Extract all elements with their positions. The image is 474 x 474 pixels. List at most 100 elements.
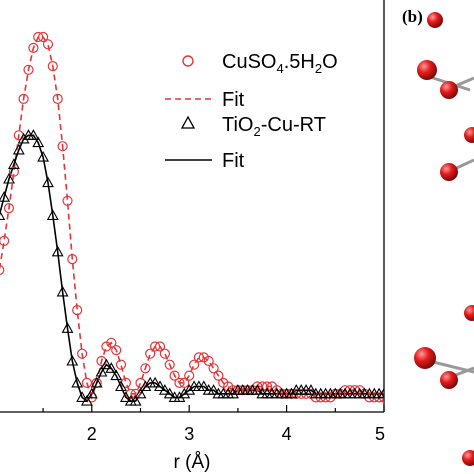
data-point-cuso4	[37, 31, 49, 43]
data-point-tio2	[251, 384, 264, 395]
data-point-tio2	[0, 210, 6, 220]
plot-frame	[0, 0, 385, 413]
data-point-cuso4	[189, 359, 200, 370]
x-tick-label: 4	[282, 424, 292, 444]
legend-marker-circle	[182, 55, 194, 67]
legend-entry-tio2: TiO2-Cu-RT	[180, 114, 326, 139]
legend-label-fit-black: Fit	[222, 150, 245, 172]
legend-entry-fit-red: Fit	[165, 89, 245, 111]
data-point-cuso4	[145, 348, 156, 359]
x-tick-label: 5	[375, 424, 385, 444]
data-point-tio2	[3, 172, 15, 184]
data-point-tio2	[173, 391, 186, 402]
oxygen-atom	[464, 127, 474, 143]
legend-label-tio2: TiO2-Cu-RT	[222, 114, 326, 139]
oxygen-atom	[462, 450, 474, 466]
legend-entry-cuso4: CuSO4.5H2O	[182, 51, 338, 76]
data-point-tio2	[0, 191, 11, 202]
data-point-cuso4	[0, 235, 10, 246]
data-point-tio2	[378, 387, 384, 399]
data-point-tio2	[119, 391, 132, 402]
x-tick-label: 2	[87, 424, 97, 444]
data-point-cuso4	[18, 93, 29, 105]
data-point-tio2	[7, 158, 20, 169]
data-point-tio2	[46, 209, 59, 220]
data-point-tio2	[85, 387, 98, 399]
legend-marker-triangle	[180, 115, 196, 129]
data-point-tio2	[158, 384, 171, 395]
data-point-cuso4	[76, 348, 88, 359]
legend-label-cuso4: CuSO4.5H2O	[222, 51, 338, 76]
oxygen-atom	[427, 12, 443, 28]
data-point-cuso4	[169, 370, 180, 381]
data-point-cuso4	[154, 341, 166, 352]
data-point-tio2	[37, 150, 50, 162]
data-point-tio2	[207, 384, 220, 395]
legend-entry-fit-black: Fit	[165, 150, 245, 172]
data-point-cuso4	[72, 305, 83, 316]
data-point-tio2	[149, 376, 162, 388]
legend: CuSO4.5H2O Fit TiO2-Cu-RT Fit	[165, 51, 338, 172]
data-point-cuso4	[81, 377, 93, 388]
data-point-cuso4	[0, 264, 5, 276]
data-point-tio2	[17, 132, 30, 144]
data-point-tio2	[76, 391, 89, 402]
data-point-tio2	[197, 380, 210, 392]
data-point-tio2	[80, 394, 93, 406]
data-point-tio2	[105, 362, 118, 373]
data-point-cuso4	[135, 377, 146, 388]
data-point-cuso4	[3, 203, 15, 214]
data-point-cuso4	[62, 195, 73, 206]
legend-label-fit-red: Fit	[222, 89, 245, 111]
data-point-cuso4	[193, 352, 204, 363]
data-point-cuso4	[203, 355, 214, 367]
data-point-cuso4	[42, 39, 54, 50]
data-point-tio2	[115, 380, 127, 392]
data-point-tio2	[129, 394, 142, 406]
data-point-tio2	[12, 143, 25, 155]
data-point-tio2	[32, 136, 45, 148]
data-point-tio2	[95, 365, 108, 377]
data-point-cuso4	[33, 31, 44, 43]
data-point-tio2	[90, 376, 103, 388]
series-layer	[0, 31, 384, 406]
data-point-cuso4	[120, 377, 132, 388]
data-point-tio2	[154, 380, 166, 392]
data-point-tio2	[227, 387, 239, 399]
data-point-cuso4	[106, 337, 117, 348]
data-point-cuso4	[174, 377, 185, 388]
oxygen-atom	[440, 163, 458, 181]
data-point-tio2	[71, 376, 84, 388]
data-point-cuso4	[159, 348, 170, 359]
data-point-tio2	[61, 322, 74, 333]
data-point-cuso4	[213, 370, 224, 381]
data-point-cuso4	[179, 377, 190, 388]
oxygen-atom	[417, 60, 437, 80]
data-point-tio2	[139, 380, 152, 392]
data-point-tio2	[51, 245, 64, 257]
data-point-cuso4	[140, 363, 151, 374]
data-point-cuso4	[67, 254, 78, 265]
x-tick-label: 3	[184, 424, 194, 444]
x-axis-ticks: 12345	[42, 405, 385, 444]
data-point-tio2	[163, 387, 176, 399]
data-point-cuso4	[262, 381, 273, 392]
data-point-tio2	[66, 354, 79, 366]
oxygen-atom	[440, 371, 458, 389]
data-point-tio2	[27, 129, 40, 140]
data-point-cuso4	[184, 370, 195, 381]
data-point-cuso4	[8, 166, 19, 177]
data-point-cuso4	[164, 359, 175, 370]
data-point-tio2	[183, 384, 196, 395]
data-point-cuso4	[28, 42, 39, 54]
data-point-cuso4	[52, 93, 63, 105]
data-point-tio2	[134, 387, 147, 399]
panel-b: (b)	[402, 7, 474, 466]
molecule-atoms	[414, 12, 474, 466]
data-point-tio2	[56, 285, 69, 297]
oxygen-atom	[440, 81, 458, 99]
data-point-cuso4	[111, 345, 122, 356]
data-point-tio2	[110, 369, 123, 381]
molecule-bonds	[424, 74, 474, 380]
